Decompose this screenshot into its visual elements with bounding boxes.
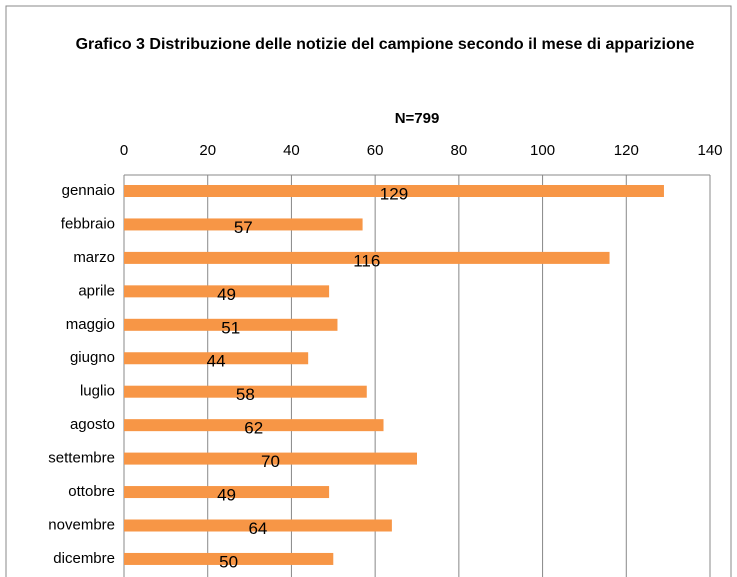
y-tick-label: gennaio [62, 182, 115, 199]
bar [124, 285, 330, 298]
x-tick-label: 120 [614, 142, 639, 159]
bar [124, 419, 384, 432]
bar [124, 486, 330, 499]
x-tick-label: 100 [530, 142, 555, 159]
bar [124, 185, 664, 197]
bar [124, 318, 338, 331]
x-tick-label: 40 [283, 142, 300, 159]
bar [124, 218, 363, 231]
x-tick-label: 80 [451, 142, 468, 159]
y-tick-label: ottobre [68, 483, 115, 500]
bar [124, 251, 610, 264]
y-tick-label: aprile [78, 282, 115, 299]
data-label: 58 [236, 385, 255, 404]
chart-title: Grafico 3 Distribuzione delle notizie de… [75, 36, 695, 53]
bar [124, 385, 367, 398]
y-tick-label: febbraio [61, 215, 115, 232]
data-label: 49 [217, 285, 236, 304]
data-label: 64 [248, 519, 267, 538]
x-tick-label: 140 [697, 142, 722, 159]
bar [124, 352, 309, 365]
x-tick-label: 60 [367, 142, 384, 159]
x-tick-label: 0 [120, 142, 128, 159]
data-label: 44 [207, 352, 226, 371]
data-label: 62 [244, 419, 263, 438]
data-label: 49 [217, 486, 236, 505]
data-label: 51 [221, 318, 240, 337]
data-label: 116 [353, 251, 380, 270]
data-label: 50 [219, 552, 238, 571]
y-tick-label: marzo [73, 249, 115, 266]
y-tick-label: maggio [66, 316, 115, 333]
data-label: 70 [261, 452, 280, 471]
chart-subtitle: N=799 [395, 110, 440, 127]
bar [124, 519, 392, 532]
frame [5, 5, 732, 577]
bar [124, 552, 334, 565]
y-tick-label: luglio [80, 383, 115, 400]
x-tick-label: 20 [199, 142, 216, 159]
bar [124, 452, 417, 465]
data-label: 57 [234, 218, 253, 237]
y-tick-label: agosto [70, 416, 115, 433]
y-tick-label: novembre [48, 516, 115, 533]
y-tick-label: settembre [48, 450, 115, 467]
data-label: 129 [380, 184, 408, 203]
y-tick-label: dicembre [53, 550, 115, 567]
y-tick-label: giugno [70, 349, 115, 366]
